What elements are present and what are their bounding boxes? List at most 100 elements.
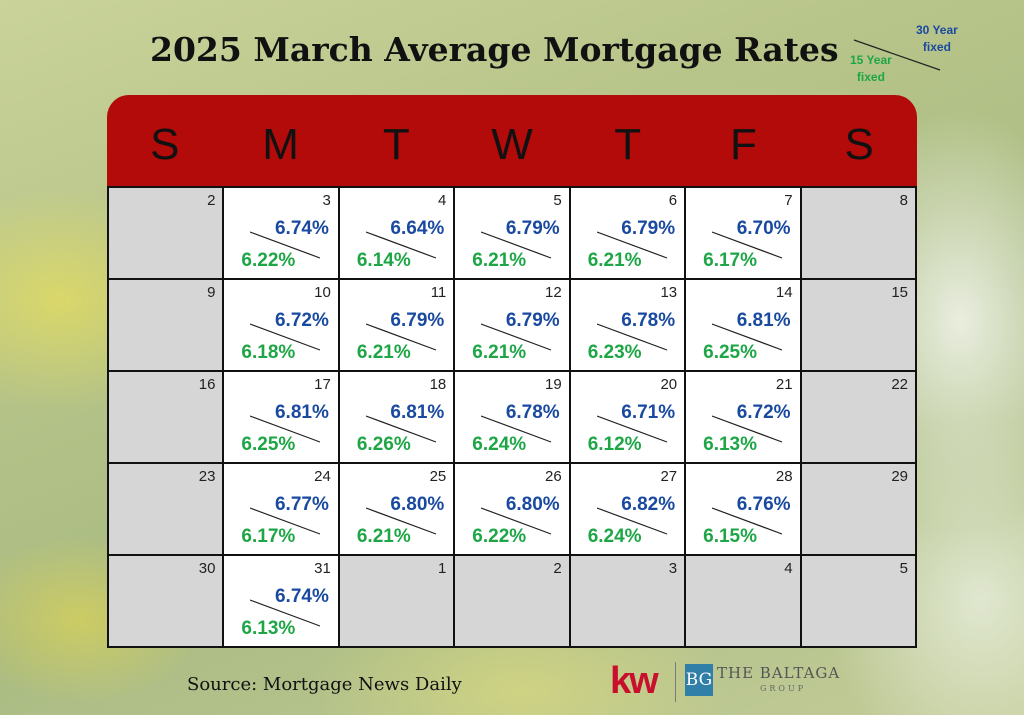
day-number: 4: [784, 560, 793, 577]
calendar-day-cell: 3: [570, 556, 685, 646]
dow-tuesday: T: [382, 119, 410, 169]
rate-15-year: 6.12%: [587, 434, 642, 455]
rate-30-year: 6.81%: [274, 402, 329, 423]
day-number: 16: [198, 376, 216, 393]
legend-30-line2: fixed: [922, 40, 951, 54]
day-number: 26: [545, 468, 562, 485]
calendar-day-cell: 6 6.79% 6.21%: [570, 188, 685, 278]
day-number: 14: [775, 284, 793, 301]
calendar-day-cell: 4: [686, 556, 800, 646]
rate-30-year: 6.80%: [390, 494, 445, 515]
rate-30-year: 6.74%: [274, 586, 329, 607]
rate-divider-slash: [365, 323, 437, 351]
rate-15-year: 6.26%: [356, 434, 411, 455]
rate-divider-slash: [712, 323, 783, 351]
calendar-day-cell: 27 6.82% 6.24%: [570, 464, 685, 554]
day-number: 22: [891, 376, 908, 393]
calendar-day-cell: 20 6.71% 6.12%: [570, 372, 685, 462]
rate-divider-slash: [481, 415, 552, 443]
rate-15-year: 6.24%: [472, 434, 527, 455]
day-number: 5: [899, 560, 908, 577]
day-number: 13: [660, 284, 678, 301]
day-number: 15: [891, 284, 908, 301]
rate-divider-slash: [250, 507, 321, 535]
rate-divider-slash: [596, 415, 667, 443]
day-number: 3: [668, 560, 678, 577]
dow-friday: F: [730, 119, 757, 169]
rate-15-year: 6.14%: [356, 250, 411, 271]
calendar-day-cell: 10 6.72% 6.18%: [224, 280, 338, 370]
rate-30-year: 6.71%: [621, 402, 676, 423]
rate-30-year: 6.81%: [736, 310, 791, 331]
rate-divider-slash: [712, 415, 783, 443]
rate-15-year: 6.13%: [241, 618, 296, 639]
day-number: 24: [314, 468, 331, 485]
calendar-day-cell: 5: [801, 556, 915, 646]
rate-30-year: 6.72%: [736, 402, 791, 423]
baltaga-brand-sub: GROUP: [760, 684, 807, 693]
legend-slash-icon: [853, 39, 941, 71]
rate-30-year: 6.77%: [274, 494, 329, 515]
day-number: 6: [668, 192, 678, 209]
calendar-day-cell: 1: [339, 556, 454, 646]
calendar-day-cell: 24 6.77% 6.17%: [224, 464, 338, 554]
rate-30-year: 6.78%: [505, 402, 560, 423]
calendar-day-cell: 9: [109, 280, 223, 370]
calendar-day-cell: 11 6.79% 6.21%: [339, 280, 454, 370]
calendar-day-cell: 16: [109, 372, 223, 462]
day-number: 9: [207, 284, 216, 301]
calendar-day-cell: 18 6.81% 6.26%: [339, 372, 454, 462]
day-number: 4: [437, 192, 447, 209]
day-number: 5: [553, 192, 562, 209]
day-number: 23: [198, 468, 216, 485]
rate-30-year: 6.79%: [505, 310, 560, 331]
dow-sunday: S: [150, 119, 180, 169]
day-number: 19: [545, 376, 562, 393]
calendar-day-cell: 8: [801, 188, 915, 278]
rate-divider-slash: [365, 415, 437, 443]
legend-15-line1: 15 Year: [850, 53, 892, 67]
rate-30-year: 6.79%: [621, 218, 676, 239]
rate-30-year: 6.70%: [736, 218, 791, 239]
rate-30-year: 6.78%: [621, 310, 676, 331]
day-number: 12: [545, 284, 562, 301]
calendar-day-cell: 25 6.80% 6.21%: [339, 464, 454, 554]
rate-15-year: 6.22%: [241, 250, 296, 271]
calendar-day-cell: 14 6.81% 6.25%: [686, 280, 800, 370]
dow-wednesday: W: [491, 119, 533, 169]
calendar-day-cell: 15: [801, 280, 915, 370]
rate-15-year: 6.25%: [241, 434, 296, 455]
rate-divider-slash: [250, 415, 321, 443]
calendar-day-cell: 4 6.64% 6.14%: [339, 188, 454, 278]
rate-30-year: 6.79%: [390, 310, 445, 331]
baltaga-mark-icon: BG: [685, 664, 713, 696]
legend-30-line1: 30 Year: [916, 23, 958, 37]
legend-30-year: 30 Year fixed: [916, 22, 958, 56]
page-title: 2025 March Average Mortgage Rates: [150, 30, 839, 69]
day-number: 28: [775, 468, 793, 485]
rate-15-year: 6.25%: [703, 342, 758, 363]
day-number: 20: [660, 376, 678, 393]
calendar-day-cell: 2: [455, 556, 569, 646]
calendar-day-cell: 12 6.79% 6.21%: [455, 280, 569, 370]
rate-30-year: 6.80%: [505, 494, 560, 515]
day-number: 31: [314, 560, 331, 577]
day-number: 17: [314, 376, 331, 393]
rate-divider-slash: [250, 599, 321, 627]
dow-saturday: S: [844, 119, 874, 169]
rate-15-year: 6.24%: [587, 526, 642, 547]
rate-divider-slash: [596, 507, 667, 535]
calendar-day-cell: 17 6.81% 6.25%: [224, 372, 338, 462]
day-number: 2: [207, 192, 216, 209]
rate-30-year: 6.74%: [274, 218, 329, 239]
rate-15-year: 6.13%: [703, 434, 758, 455]
rate-divider-slash: [250, 323, 321, 351]
rate-30-year: 6.76%: [736, 494, 791, 515]
calendar-day-cell: 21 6.72% 6.13%: [686, 372, 800, 462]
logo-divider: [675, 662, 676, 702]
rate-15-year: 6.15%: [703, 526, 758, 547]
rate-15-year: 6.17%: [241, 526, 296, 547]
legend-15-line2: fixed: [856, 70, 885, 84]
calendar-day-cell: 2: [109, 188, 223, 278]
kw-logo: kw: [610, 660, 659, 702]
